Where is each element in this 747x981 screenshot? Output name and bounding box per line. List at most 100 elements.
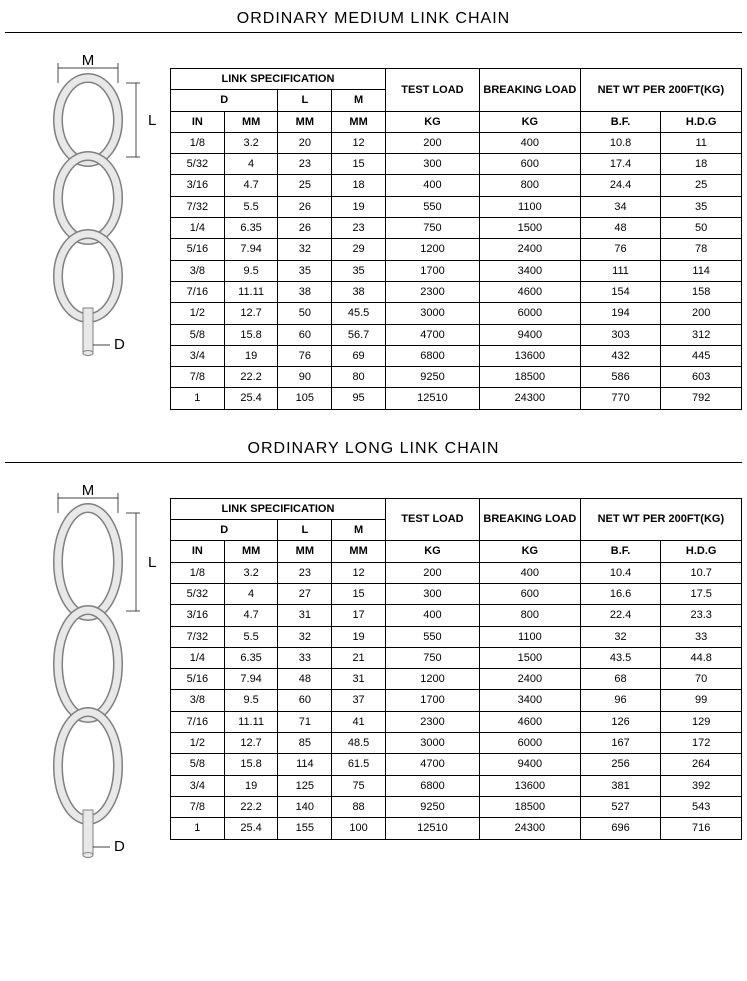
table-cell: 445 bbox=[661, 345, 742, 366]
table-container: LINK SPECIFICATION TEST LOAD BREAKING LO… bbox=[170, 473, 742, 840]
table-cell: 154 bbox=[580, 281, 661, 302]
unit-mm: MM bbox=[278, 541, 332, 562]
table-cell: 80 bbox=[332, 367, 386, 388]
table-cell: 194 bbox=[580, 303, 661, 324]
table-cell: 71 bbox=[278, 711, 332, 732]
table-cell: 11.11 bbox=[224, 711, 278, 732]
table-cell: 750 bbox=[385, 218, 479, 239]
table-row: 1/46.35262375015004850 bbox=[171, 218, 742, 239]
table-cell: 35 bbox=[332, 260, 386, 281]
table-cell: 15.8 bbox=[224, 324, 278, 345]
unit-mm: MM bbox=[332, 541, 386, 562]
table-cell: 7/32 bbox=[171, 626, 225, 647]
table-cell: 4700 bbox=[385, 324, 479, 345]
table-cell: 12 bbox=[332, 562, 386, 583]
header-m: M bbox=[332, 520, 386, 541]
table-cell: 800 bbox=[479, 175, 580, 196]
table-cell: 800 bbox=[479, 605, 580, 626]
table-cell: 5.5 bbox=[224, 196, 278, 217]
table-cell: 10.7 bbox=[661, 562, 742, 583]
table-cell: 9250 bbox=[385, 367, 479, 388]
table-row: 1/212.78548.530006000167172 bbox=[171, 733, 742, 754]
table-cell: 155 bbox=[278, 818, 332, 839]
table-cell: 5/8 bbox=[171, 324, 225, 345]
table-row: 5/815.811461.547009400256264 bbox=[171, 754, 742, 775]
section-title: ORDINARY MEDIUM LINK CHAIN bbox=[5, 10, 742, 33]
table-cell: 35 bbox=[278, 260, 332, 281]
table-cell: 17 bbox=[332, 605, 386, 626]
header-l: L bbox=[278, 90, 332, 111]
table-cell: 3400 bbox=[479, 260, 580, 281]
table-cell: 45.5 bbox=[332, 303, 386, 324]
table-cell: 10.8 bbox=[580, 132, 661, 153]
table-cell: 527 bbox=[580, 796, 661, 817]
chain-diagram: MLD bbox=[5, 43, 170, 383]
table-cell: 38 bbox=[332, 281, 386, 302]
table-cell: 78 bbox=[661, 239, 742, 260]
table-cell: 24300 bbox=[479, 818, 580, 839]
table-cell: 111 bbox=[580, 260, 661, 281]
section-long-chain: ORDINARY LONG LINK CHAIN MLD LINK SPECIF… bbox=[5, 440, 742, 885]
table-cell: 114 bbox=[661, 260, 742, 281]
table-cell: 38 bbox=[278, 281, 332, 302]
unit-mm: MM bbox=[332, 111, 386, 132]
table-cell: 7/32 bbox=[171, 196, 225, 217]
table-cell: 95 bbox=[332, 388, 386, 409]
header-link-spec: LINK SPECIFICATION bbox=[171, 498, 386, 519]
table-cell: 9250 bbox=[385, 796, 479, 817]
table-cell: 400 bbox=[479, 132, 580, 153]
table-cell: 96 bbox=[580, 690, 661, 711]
table-cell: 3/16 bbox=[171, 605, 225, 626]
table-row: 7/325.5321955011003233 bbox=[171, 626, 742, 647]
header-net-wt: NET WT PER 200FT(KG) bbox=[580, 69, 741, 112]
table-cell: 33 bbox=[661, 626, 742, 647]
table-container: LINK SPECIFICATION TEST LOAD BREAKING LO… bbox=[170, 43, 742, 410]
table-cell: 29 bbox=[332, 239, 386, 260]
table-cell: 750 bbox=[385, 647, 479, 668]
table-cell: 303 bbox=[580, 324, 661, 345]
table-row: 3/4197669680013600432445 bbox=[171, 345, 742, 366]
unit-in: IN bbox=[171, 111, 225, 132]
table-cell: 15 bbox=[332, 154, 386, 175]
table-cell: 25 bbox=[661, 175, 742, 196]
table-cell: 2300 bbox=[385, 281, 479, 302]
section-content: MLD LINK SPECIFICATION TEST LOAD BREAKIN… bbox=[5, 473, 742, 885]
table-row: 7/1611.11714123004600126129 bbox=[171, 711, 742, 732]
table-cell: 75 bbox=[332, 775, 386, 796]
table-cell: 400 bbox=[385, 605, 479, 626]
table-cell: 68 bbox=[580, 669, 661, 690]
section-medium-chain: ORDINARY MEDIUM LINK CHAIN MLD LINK SPEC… bbox=[5, 10, 742, 410]
table-cell: 9400 bbox=[479, 754, 580, 775]
table-cell: 200 bbox=[385, 132, 479, 153]
table-cell: 3000 bbox=[385, 733, 479, 754]
table-cell: 60 bbox=[278, 690, 332, 711]
table-cell: 1100 bbox=[479, 196, 580, 217]
table-cell: 716 bbox=[661, 818, 742, 839]
table-cell: 9400 bbox=[479, 324, 580, 345]
table-cell: 25.4 bbox=[224, 818, 278, 839]
table-cell: 4600 bbox=[479, 711, 580, 732]
table-cell: 256 bbox=[580, 754, 661, 775]
table-cell: 70 bbox=[661, 669, 742, 690]
table-cell: 10.4 bbox=[580, 562, 661, 583]
table-cell: 3000 bbox=[385, 303, 479, 324]
table-cell: 4700 bbox=[385, 754, 479, 775]
table-cell: 48.5 bbox=[332, 733, 386, 754]
table-cell: 600 bbox=[479, 154, 580, 175]
table-cell: 1/8 bbox=[171, 132, 225, 153]
unit-mm: MM bbox=[278, 111, 332, 132]
table-cell: 140 bbox=[278, 796, 332, 817]
table-cell: 15.8 bbox=[224, 754, 278, 775]
table-cell: 61.5 bbox=[332, 754, 386, 775]
table-cell: 4 bbox=[224, 154, 278, 175]
table-cell: 32 bbox=[278, 239, 332, 260]
table-cell: 13600 bbox=[479, 775, 580, 796]
header-l: L bbox=[278, 520, 332, 541]
table-row: 5/167.943229120024007678 bbox=[171, 239, 742, 260]
table-cell: 56.7 bbox=[332, 324, 386, 345]
table-cell: 48 bbox=[580, 218, 661, 239]
table-cell: 432 bbox=[580, 345, 661, 366]
table-cell: 381 bbox=[580, 775, 661, 796]
table-cell: 15 bbox=[332, 583, 386, 604]
table-row: 7/822.29080925018500586603 bbox=[171, 367, 742, 388]
